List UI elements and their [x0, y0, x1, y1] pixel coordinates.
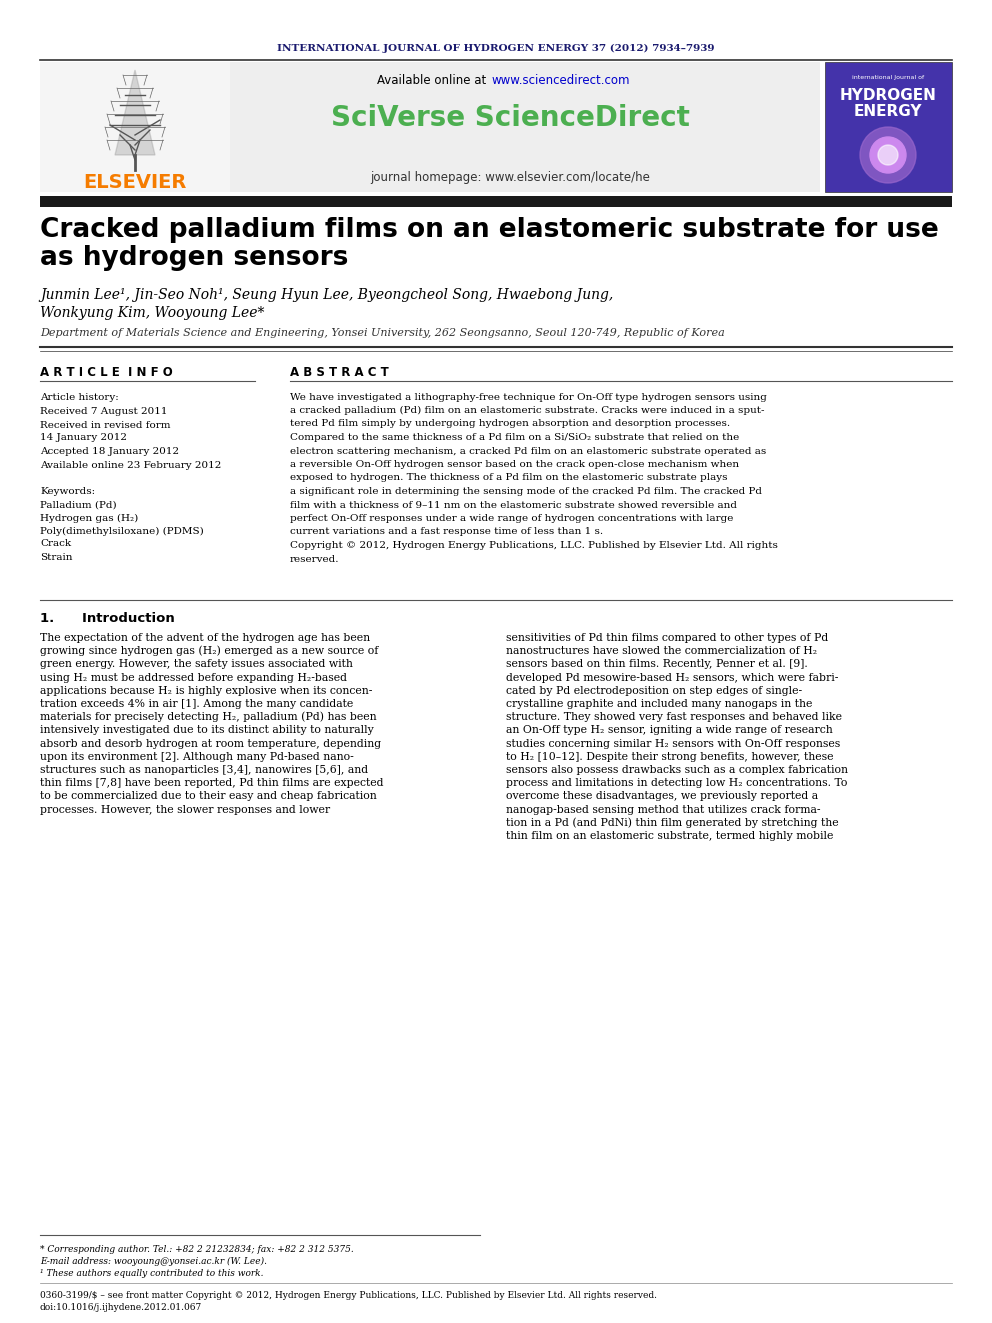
- Text: structures such as nanoparticles [3,4], nanowires [5,6], and: structures such as nanoparticles [3,4], …: [40, 765, 368, 775]
- Text: Article history:: Article history:: [40, 393, 119, 401]
- Text: nanogap-based sensing method that utilizes crack forma-: nanogap-based sensing method that utiliz…: [506, 804, 820, 815]
- Text: sensors based on thin films. Recently, Penner et al. [9].: sensors based on thin films. Recently, P…: [506, 659, 807, 669]
- Text: film with a thickness of 9–11 nm on the elastomeric substrate showed reversible : film with a thickness of 9–11 nm on the …: [290, 500, 737, 509]
- Text: a significant role in determining the sensing mode of the cracked Pd film. The c: a significant role in determining the se…: [290, 487, 762, 496]
- Text: Available online at: Available online at: [377, 74, 490, 86]
- Text: Compared to the same thickness of a Pd film on a Si/SiO₂ substrate that relied o: Compared to the same thickness of a Pd f…: [290, 433, 739, 442]
- Text: as hydrogen sensors: as hydrogen sensors: [40, 245, 348, 271]
- Text: tration exceeds 4% in air [1]. Among the many candidate: tration exceeds 4% in air [1]. Among the…: [40, 699, 353, 709]
- Text: absorb and desorb hydrogen at room temperature, depending: absorb and desorb hydrogen at room tempe…: [40, 738, 381, 749]
- Text: Copyright © 2012, Hydrogen Energy Publications, LLC. Published by Elsevier Ltd. : Copyright © 2012, Hydrogen Energy Public…: [290, 541, 778, 550]
- Circle shape: [860, 127, 916, 183]
- Text: HYDROGEN: HYDROGEN: [839, 89, 936, 103]
- Text: international Journal of: international Journal of: [852, 75, 925, 81]
- Text: Department of Materials Science and Engineering, Yonsei University, 262 Seongsan: Department of Materials Science and Engi…: [40, 328, 725, 337]
- Text: process and limitations in detecting low H₂ concentrations. To: process and limitations in detecting low…: [506, 778, 847, 789]
- FancyBboxPatch shape: [40, 62, 230, 192]
- Text: green energy. However, the safety issues associated with: green energy. However, the safety issues…: [40, 659, 353, 669]
- Text: Keywords:: Keywords:: [40, 487, 95, 496]
- Text: sensors also possess drawbacks such as a complex fabrication: sensors also possess drawbacks such as a…: [506, 765, 848, 775]
- Text: Wonkyung Kim, Wooyoung Lee*: Wonkyung Kim, Wooyoung Lee*: [40, 306, 265, 320]
- Text: ELSEVIER: ELSEVIER: [83, 172, 186, 192]
- Text: 14 January 2012: 14 January 2012: [40, 433, 127, 442]
- Text: a cracked palladium (Pd) film on an elastomeric substrate. Cracks were induced i: a cracked palladium (Pd) film on an elas…: [290, 406, 765, 415]
- Text: www.sciencedirect.com: www.sciencedirect.com: [492, 74, 631, 86]
- FancyBboxPatch shape: [40, 62, 820, 192]
- FancyBboxPatch shape: [40, 196, 952, 206]
- Text: overcome these disadvantages, we previously reported a: overcome these disadvantages, we previou…: [506, 791, 818, 802]
- Text: thin film on an elastomeric substrate, termed highly mobile: thin film on an elastomeric substrate, t…: [506, 831, 833, 841]
- Text: A R T I C L E  I N F O: A R T I C L E I N F O: [40, 365, 173, 378]
- Text: * Corresponding author. Tel.: +82 2 21232834; fax: +82 2 312 5375.: * Corresponding author. Tel.: +82 2 2123…: [40, 1245, 354, 1253]
- Text: journal homepage: www.elsevier.com/locate/he: journal homepage: www.elsevier.com/locat…: [370, 172, 650, 184]
- Text: Received 7 August 2011: Received 7 August 2011: [40, 406, 168, 415]
- Circle shape: [878, 146, 898, 165]
- Text: SciVerse ScienceDirect: SciVerse ScienceDirect: [330, 105, 689, 132]
- Text: ¹ These authors equally contributed to this work.: ¹ These authors equally contributed to t…: [40, 1269, 264, 1278]
- Text: structure. They showed very fast responses and behaved like: structure. They showed very fast respons…: [506, 712, 842, 722]
- Text: We have investigated a lithography-free technique for On-Off type hydrogen senso: We have investigated a lithography-free …: [290, 393, 767, 401]
- Text: tion in a Pd (and PdNi) thin film generated by stretching the: tion in a Pd (and PdNi) thin film genera…: [506, 818, 838, 828]
- Text: ENERGY: ENERGY: [854, 105, 923, 119]
- Text: intensively investigated due to its distinct ability to naturally: intensively investigated due to its dist…: [40, 725, 374, 736]
- Text: INTERNATIONAL JOURNAL OF HYDROGEN ENERGY 37 (2012) 7934–7939: INTERNATIONAL JOURNAL OF HYDROGEN ENERGY…: [277, 44, 715, 53]
- FancyBboxPatch shape: [825, 62, 952, 192]
- Text: Palladium (Pd): Palladium (Pd): [40, 500, 117, 509]
- Text: a reversible On-Off hydrogen sensor based on the crack open-close mechanism when: a reversible On-Off hydrogen sensor base…: [290, 460, 739, 468]
- Text: electron scattering mechanism, a cracked Pd film on an elastomeric substrate ope: electron scattering mechanism, a cracked…: [290, 446, 766, 455]
- Text: Received in revised form: Received in revised form: [40, 421, 171, 430]
- Text: thin films [7,8] have been reported, Pd thin films are expected: thin films [7,8] have been reported, Pd …: [40, 778, 384, 789]
- Text: cated by Pd electrodeposition on step edges of single-: cated by Pd electrodeposition on step ed…: [506, 685, 803, 696]
- Text: growing since hydrogen gas (H₂) emerged as a new source of: growing since hydrogen gas (H₂) emerged …: [40, 646, 378, 656]
- Text: The expectation of the advent of the hydrogen age has been: The expectation of the advent of the hyd…: [40, 632, 370, 643]
- Text: Crack: Crack: [40, 540, 71, 549]
- Text: to be commercialized due to their easy and cheap fabrication: to be commercialized due to their easy a…: [40, 791, 377, 802]
- Text: perfect On-Off responses under a wide range of hydrogen concentrations with larg: perfect On-Off responses under a wide ra…: [290, 515, 733, 523]
- Text: 0360-3199/$ – see front matter Copyright © 2012, Hydrogen Energy Publications, L: 0360-3199/$ – see front matter Copyright…: [40, 1290, 657, 1299]
- Text: upon its environment [2]. Although many Pd-based nano-: upon its environment [2]. Although many …: [40, 751, 354, 762]
- Text: 1.      Introduction: 1. Introduction: [40, 611, 175, 624]
- Text: crystalline graphite and included many nanogaps in the: crystalline graphite and included many n…: [506, 699, 812, 709]
- Text: materials for precisely detecting H₂, palladium (Pd) has been: materials for precisely detecting H₂, pa…: [40, 712, 377, 722]
- Text: to H₂ [10–12]. Despite their strong benefits, however, these: to H₂ [10–12]. Despite their strong bene…: [506, 751, 833, 762]
- Text: A B S T R A C T: A B S T R A C T: [290, 365, 389, 378]
- Text: exposed to hydrogen. The thickness of a Pd film on the elastomeric substrate pla: exposed to hydrogen. The thickness of a …: [290, 474, 727, 483]
- Text: E-mail address: wooyoung@yonsei.ac.kr (W. Lee).: E-mail address: wooyoung@yonsei.ac.kr (W…: [40, 1257, 267, 1266]
- Text: applications because H₂ is highly explosive when its concen-: applications because H₂ is highly explos…: [40, 685, 372, 696]
- Text: developed Pd mesowire-based H₂ sensors, which were fabri-: developed Pd mesowire-based H₂ sensors, …: [506, 672, 838, 683]
- Text: reserved.: reserved.: [290, 554, 339, 564]
- Text: Strain: Strain: [40, 553, 72, 561]
- Text: Hydrogen gas (H₂): Hydrogen gas (H₂): [40, 513, 138, 523]
- Text: using H₂ must be addressed before expanding H₂-based: using H₂ must be addressed before expand…: [40, 672, 347, 683]
- Text: current variations and a fast response time of less than 1 s.: current variations and a fast response t…: [290, 528, 603, 537]
- Polygon shape: [115, 70, 155, 155]
- Circle shape: [870, 138, 906, 173]
- Text: an On-Off type H₂ sensor, igniting a wide range of research: an On-Off type H₂ sensor, igniting a wid…: [506, 725, 832, 736]
- Text: tered Pd film simply by undergoing hydrogen absorption and desorption processes.: tered Pd film simply by undergoing hydro…: [290, 419, 730, 429]
- Text: Available online 23 February 2012: Available online 23 February 2012: [40, 460, 221, 470]
- Text: processes. However, the slower responses and lower: processes. However, the slower responses…: [40, 804, 330, 815]
- Text: Cracked palladium films on an elastomeric substrate for use: Cracked palladium films on an elastomeri…: [40, 217, 938, 243]
- Text: Junmin Lee¹, Jin-Seo Noh¹, Seung Hyun Lee, Byeongcheol Song, Hwaebong Jung,: Junmin Lee¹, Jin-Seo Noh¹, Seung Hyun Le…: [40, 288, 613, 302]
- Text: Accepted 18 January 2012: Accepted 18 January 2012: [40, 446, 180, 455]
- Text: nanostructures have slowed the commercialization of H₂: nanostructures have slowed the commercia…: [506, 646, 817, 656]
- Text: studies concerning similar H₂ sensors with On-Off responses: studies concerning similar H₂ sensors wi…: [506, 738, 840, 749]
- Text: Poly(dimethylsiloxane) (PDMS): Poly(dimethylsiloxane) (PDMS): [40, 527, 203, 536]
- Text: sensitivities of Pd thin films compared to other types of Pd: sensitivities of Pd thin films compared …: [506, 632, 828, 643]
- Text: doi:10.1016/j.ijhydene.2012.01.067: doi:10.1016/j.ijhydene.2012.01.067: [40, 1303, 202, 1311]
